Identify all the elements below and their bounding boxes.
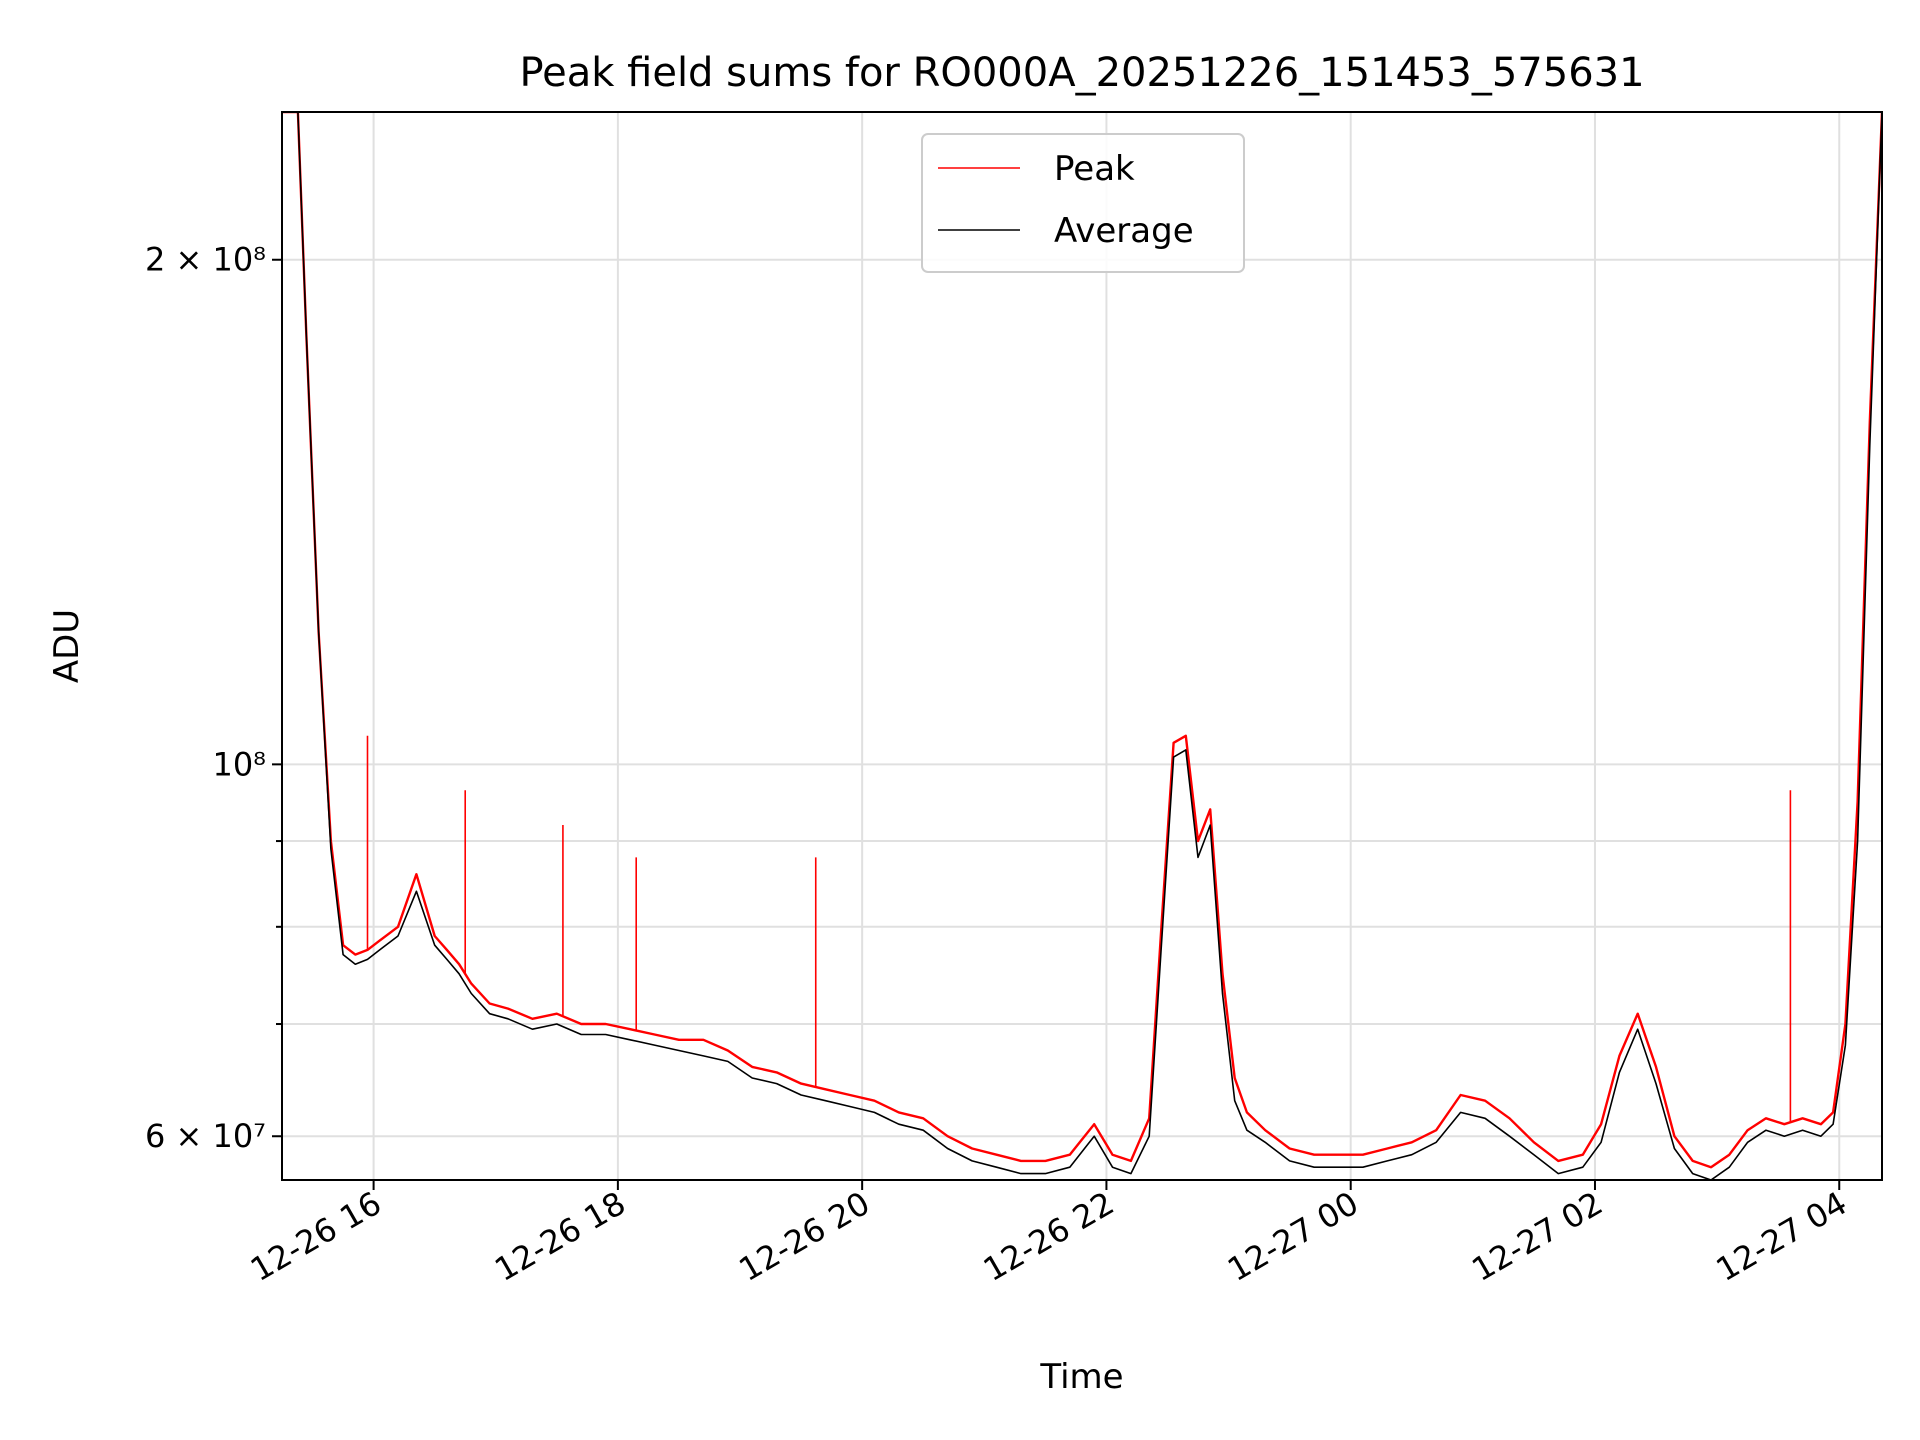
legend: Peak Average [921, 133, 1245, 273]
y-tick-label: 10⁸ [212, 745, 266, 783]
plot-area-frame [281, 111, 1883, 1181]
series-line-average [282, 112, 1882, 1180]
x-axis-label: Time [1039, 1357, 1123, 1397]
y-axis-label: ADU [47, 609, 87, 683]
chart-title: Peak field sums for RO000A_20251226_1514… [519, 50, 1644, 96]
plot-series [282, 112, 1882, 1180]
legend-label-peak: Peak [1054, 149, 1135, 189]
y-tick-label: 2 × 10⁸ [145, 241, 266, 279]
y-tick-label: 6 × 10⁷ [145, 1117, 266, 1155]
grid [282, 112, 1882, 1180]
y-axis-ticks: 6 × 10⁷ 10⁸ 2 × 10⁸ [145, 241, 282, 1155]
series-line-peak [282, 112, 1882, 1169]
legend-label-average: Average [1054, 211, 1194, 251]
